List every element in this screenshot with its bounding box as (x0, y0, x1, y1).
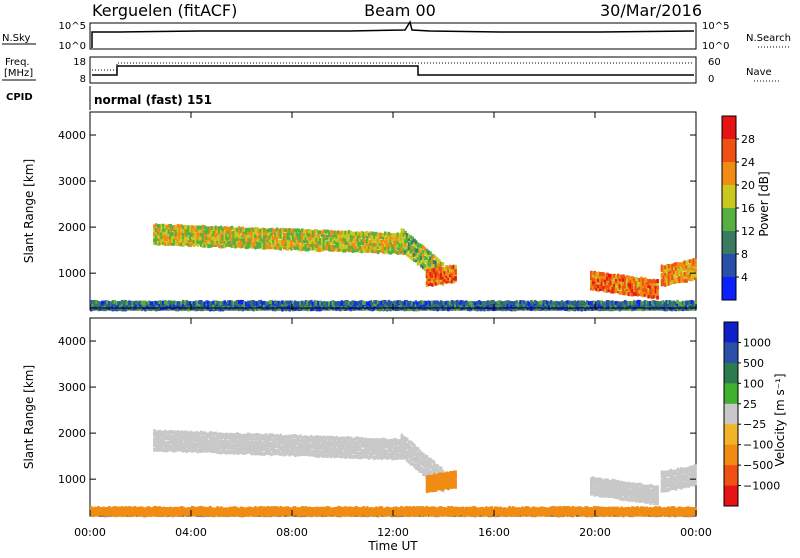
echo-cell (454, 480, 457, 484)
colorbar-segment (722, 231, 736, 255)
echo-cell (656, 296, 659, 300)
nsky-trace (92, 22, 694, 48)
power-ylabel: Slant Range [km] (22, 159, 36, 263)
nsearch-tick-bottom: 10^0 (702, 41, 729, 52)
freq-tick-top: 18 (73, 57, 86, 68)
nsky-strip: N.Sky 10^5 10^0 10^5 10^0 N.Search (2, 21, 791, 52)
echo-cell (656, 485, 659, 489)
echo-cell (694, 468, 697, 472)
echo-cell (694, 464, 697, 468)
colorbar-segment (722, 277, 736, 301)
echo-cell (442, 262, 445, 266)
colorbar-segment (722, 208, 736, 232)
nave-tick-top: 60 (708, 57, 721, 68)
colorbar-tick-label: 28 (741, 133, 755, 146)
echo-cell (656, 489, 659, 493)
power-ytick-group: 4000 3000 2000 1000 (58, 129, 696, 280)
echo-cell (454, 271, 457, 275)
echo-cell (694, 273, 697, 277)
colorbar-segment (722, 139, 736, 163)
nave-tick-bottom: 0 (708, 74, 714, 85)
colorbar-tick-label: 12 (741, 225, 755, 238)
cpid-label: CPID (6, 92, 33, 103)
colorbar-tick-label: 20 (741, 179, 755, 192)
ytick-label: 2000 (58, 221, 86, 234)
echo-cell (454, 485, 457, 489)
power-colorbar: 28 24 20 16 12 8 4 (722, 116, 755, 301)
power-echo-group (90, 223, 697, 311)
ytick-label: 4000 (58, 129, 86, 142)
ytick-label: 1000 (58, 267, 86, 280)
echo-cell (454, 265, 457, 269)
nsky-tick-bottom: 10^0 (59, 41, 86, 52)
colorbar-segment (722, 162, 736, 186)
nsearch-label: N.Search (746, 33, 791, 44)
nsky-tick-top: 10^5 (59, 21, 86, 32)
station-title: Kerguelen (fitACF) (92, 1, 237, 20)
cpid-value: normal (fast) 151 (94, 93, 212, 107)
echo-cell (694, 259, 697, 263)
freq-label: Freq. (5, 57, 30, 68)
echo-cell (454, 470, 457, 474)
freq-unit: [MHz] (4, 68, 33, 79)
freq-trace (92, 66, 694, 75)
colorbar-tick-label: 8 (741, 248, 748, 261)
nsky-label: N.Sky (2, 33, 30, 44)
ytick-label: 3000 (58, 175, 86, 188)
freq-tick-bottom: 8 (80, 74, 86, 85)
echo-cell (454, 276, 457, 280)
date-title: 30/Mar/2016 (600, 1, 702, 20)
power-panel: 4000 3000 2000 1000 Slant Range [km] 28 24 20… (22, 112, 771, 312)
beam-title: Beam 00 (364, 1, 436, 20)
echo-cell (694, 472, 697, 476)
echo-cell (656, 496, 659, 500)
nsearch-tick-top: 10^5 (702, 21, 729, 32)
echo-cell (694, 263, 697, 267)
colorbar-tick-label: 24 (741, 156, 755, 169)
freq-strip: Freq. [MHz] 18 8 60 0 Nave (2, 57, 780, 85)
velocity-echo-group (90, 429, 697, 517)
echo-cell (656, 279, 659, 283)
colorbar-segment (722, 116, 736, 140)
nave-label: Nave (746, 67, 772, 78)
colorbar-segment (722, 185, 736, 209)
colorbar-tick-label: 16 (741, 202, 755, 215)
colorbar-tick-label: 4 (741, 271, 748, 284)
power-cbar-label: Power [dB] (757, 171, 771, 236)
colorbar-segment (722, 254, 736, 278)
